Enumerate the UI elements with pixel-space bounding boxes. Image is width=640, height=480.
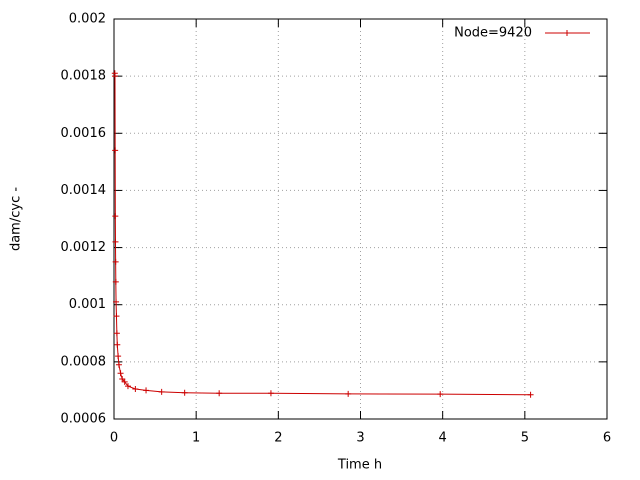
x-tick-label: 4 <box>439 431 447 446</box>
point <box>111 73 118 80</box>
point <box>115 361 122 368</box>
y-tick-label: 0.0018 <box>61 69 107 84</box>
legend-label: Node=9420 <box>454 26 532 41</box>
y-tick-label: 0.0014 <box>61 183 107 198</box>
point <box>112 147 119 154</box>
point <box>113 330 120 337</box>
point <box>267 390 274 397</box>
point <box>112 278 119 285</box>
y-tick-label: 0.0006 <box>61 412 107 427</box>
x-tick-label: 1 <box>192 431 200 446</box>
point <box>112 238 119 245</box>
point <box>112 258 119 265</box>
y-tick-label: 0.0012 <box>61 240 107 255</box>
point <box>132 386 139 392</box>
point <box>113 313 120 320</box>
point <box>121 378 128 385</box>
point <box>143 387 150 394</box>
point <box>437 391 444 398</box>
y-axis-label: dam/cyc - <box>9 187 24 251</box>
x-tick-label: 5 <box>521 431 529 446</box>
x-tick-label: 0 <box>110 431 118 446</box>
point <box>114 341 121 348</box>
point <box>117 370 124 377</box>
point <box>124 383 131 390</box>
x-tick-label: 2 <box>274 431 282 446</box>
point <box>527 391 534 398</box>
x-axis-label: Time h <box>337 458 382 473</box>
point <box>345 390 352 397</box>
x-tick-label: 6 <box>603 431 611 446</box>
y-tick-label: 0.0016 <box>61 126 107 141</box>
plot-border <box>113 18 608 420</box>
point <box>181 389 188 396</box>
series-line <box>114 73 531 396</box>
y-tick-label: 0.001 <box>69 297 106 312</box>
point <box>115 353 122 360</box>
point <box>216 390 223 397</box>
legend-point <box>564 30 570 36</box>
point <box>112 213 119 220</box>
point <box>158 388 165 395</box>
x-tick-label: 3 <box>356 431 364 446</box>
y-tick-label: 0.0008 <box>61 354 107 369</box>
y-tick-label: 0.002 <box>69 12 106 27</box>
point <box>113 298 120 305</box>
